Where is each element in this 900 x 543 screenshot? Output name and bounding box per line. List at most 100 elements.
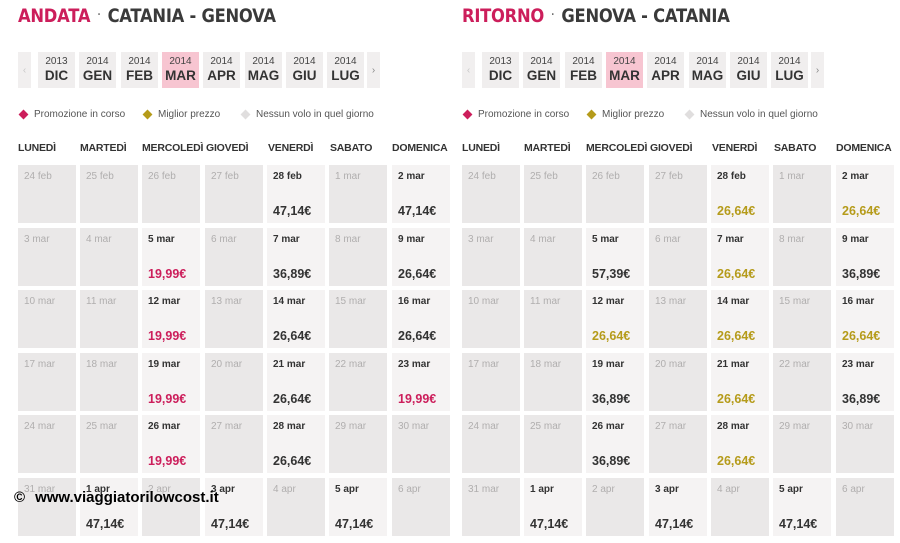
- route-label: CATANIA - GENOVA: [107, 5, 276, 27]
- day-cell[interactable]: 23 mar 19,99€: [392, 353, 450, 411]
- weekday-label: DOMENICA: [836, 142, 892, 154]
- month-tab-mag[interactable]: 2014 MAG: [689, 52, 726, 88]
- day-cell[interactable]: 3 apr 47,14€: [205, 478, 263, 536]
- month-tab-dic[interactable]: 2013 DIC: [38, 52, 75, 88]
- day-cell[interactable]: 9 mar 36,89€: [836, 228, 894, 286]
- day-cell[interactable]: 14 mar 26,64€: [267, 290, 325, 348]
- day-cell[interactable]: 26 mar 36,89€: [586, 415, 644, 473]
- day-price: 57,39€: [592, 267, 631, 281]
- title-separator: ·: [550, 7, 555, 23]
- month-name: GIU: [292, 68, 317, 83]
- prev-month-arrow[interactable]: ‹: [18, 52, 31, 88]
- day-date: 8 mar: [335, 234, 361, 245]
- prev-month-arrow[interactable]: ‹: [462, 52, 475, 88]
- day-cell[interactable]: 3 apr 47,14€: [649, 478, 707, 536]
- month-year: 2014: [293, 56, 316, 67]
- day-cell-no-flight: 25 feb: [80, 165, 138, 223]
- day-price: 26,64€: [717, 329, 756, 343]
- pink-diamond-icon: [462, 109, 473, 120]
- day-price: 36,89€: [842, 267, 881, 281]
- direction-label: RITORNO: [462, 5, 545, 27]
- day-date: 27 mar: [655, 421, 687, 432]
- day-cell[interactable]: 28 mar 26,64€: [267, 415, 325, 473]
- day-cell[interactable]: 28 feb 47,14€: [267, 165, 325, 223]
- month-tab-apr[interactable]: 2014 APR: [647, 52, 684, 88]
- day-cell[interactable]: 16 mar 26,64€: [836, 290, 894, 348]
- month-name: DIC: [488, 68, 513, 83]
- day-cell[interactable]: 5 mar 57,39€: [586, 228, 644, 286]
- month-tab-apr[interactable]: 2014 APR: [203, 52, 240, 88]
- day-cell-no-flight: 24 mar: [462, 415, 520, 473]
- day-date: 5 mar: [592, 234, 619, 245]
- day-cell-no-flight: 18 mar: [80, 353, 138, 411]
- day-cell[interactable]: 5 mar 19,99€: [142, 228, 200, 286]
- day-date: 25 mar: [86, 421, 118, 432]
- day-cell[interactable]: 5 apr 47,14€: [329, 478, 387, 536]
- day-date: 4 apr: [717, 484, 740, 495]
- day-date: 11 mar: [86, 296, 117, 307]
- day-cell-no-flight: 6 mar: [205, 228, 263, 286]
- day-cell[interactable]: 19 mar 19,99€: [142, 353, 200, 411]
- day-cell[interactable]: 1 apr 47,14€: [524, 478, 582, 536]
- day-cell[interactable]: 12 mar 19,99€: [142, 290, 200, 348]
- month-tab-lug[interactable]: 2014 LUG: [771, 52, 808, 88]
- day-cell[interactable]: 28 mar 26,64€: [711, 415, 769, 473]
- day-cell-no-flight: 25 mar: [80, 415, 138, 473]
- day-date: 22 mar: [335, 359, 367, 370]
- month-tab-dic[interactable]: 2013 DIC: [482, 52, 519, 88]
- next-month-arrow[interactable]: ›: [811, 52, 824, 88]
- day-cell-no-flight: 3 mar: [462, 228, 520, 286]
- month-year: 2014: [778, 56, 801, 67]
- day-cell[interactable]: 2 mar 47,14€: [392, 165, 450, 223]
- month-tab-gen[interactable]: 2014 GEN: [523, 52, 560, 88]
- day-cell[interactable]: 14 mar 26,64€: [711, 290, 769, 348]
- day-date: 2 apr: [592, 484, 615, 495]
- day-date: 6 mar: [211, 234, 237, 245]
- watermark-text: www.viaggiatorilowcost.it: [35, 489, 219, 506]
- month-tab-mag[interactable]: 2014 MAG: [245, 52, 282, 88]
- month-year: 2014: [86, 56, 109, 67]
- day-cell-no-flight: 26 feb: [586, 165, 644, 223]
- weekday-label: GIOVEDÌ: [206, 142, 249, 154]
- day-date: 10 mar: [24, 296, 56, 307]
- day-price: 26,64€: [717, 392, 756, 406]
- day-cell[interactable]: 7 mar 36,89€: [267, 228, 325, 286]
- month-tab-feb[interactable]: 2014 FEB: [565, 52, 602, 88]
- day-date: 20 mar: [211, 359, 243, 370]
- day-date: 14 mar: [717, 296, 750, 307]
- month-tab-lug[interactable]: 2014 LUG: [327, 52, 364, 88]
- day-cell[interactable]: 23 mar 36,89€: [836, 353, 894, 411]
- day-cell[interactable]: 2 mar 26,64€: [836, 165, 894, 223]
- day-cell-no-flight: 2 apr: [586, 478, 644, 536]
- day-cell[interactable]: 1 apr 47,14€: [80, 478, 138, 536]
- weekday-label: VENERDÌ: [712, 142, 758, 154]
- day-date: 13 mar: [655, 296, 687, 307]
- month-tab-gen[interactable]: 2014 GEN: [79, 52, 116, 88]
- next-month-arrow[interactable]: ›: [367, 52, 380, 88]
- day-date: 18 mar: [86, 359, 118, 370]
- legend-item: Miglior prezzo: [142, 109, 220, 120]
- month-tab-feb[interactable]: 2014 FEB: [121, 52, 158, 88]
- month-year: 2014: [737, 56, 760, 67]
- day-date: 4 apr: [273, 484, 296, 495]
- month-tab-mar[interactable]: 2014 MAR: [606, 52, 643, 88]
- month-tab-giu[interactable]: 2014 GIU: [730, 52, 767, 88]
- day-cell[interactable]: 21 mar 26,64€: [267, 353, 325, 411]
- day-cell[interactable]: 21 mar 26,64€: [711, 353, 769, 411]
- day-cell[interactable]: 19 mar 36,89€: [586, 353, 644, 411]
- day-cell[interactable]: 12 mar 26,64€: [586, 290, 644, 348]
- day-cell[interactable]: 26 mar 19,99€: [142, 415, 200, 473]
- day-cell[interactable]: 28 feb 26,64€: [711, 165, 769, 223]
- month-tab-mar[interactable]: 2014 MAR: [162, 52, 199, 88]
- day-cell[interactable]: 5 apr 47,14€: [773, 478, 831, 536]
- month-year: 2014: [252, 56, 275, 67]
- day-date: 3 apr: [211, 484, 235, 495]
- month-tab-giu[interactable]: 2014 GIU: [286, 52, 323, 88]
- day-price: 19,99€: [148, 267, 187, 281]
- day-cell-no-flight: 13 mar: [205, 290, 263, 348]
- day-cell[interactable]: 9 mar 26,64€: [392, 228, 450, 286]
- day-cell[interactable]: 16 mar 26,64€: [392, 290, 450, 348]
- day-cell[interactable]: 7 mar 26,64€: [711, 228, 769, 286]
- day-cell-no-flight: 27 mar: [649, 415, 707, 473]
- day-cell-no-flight: 26 feb: [142, 165, 200, 223]
